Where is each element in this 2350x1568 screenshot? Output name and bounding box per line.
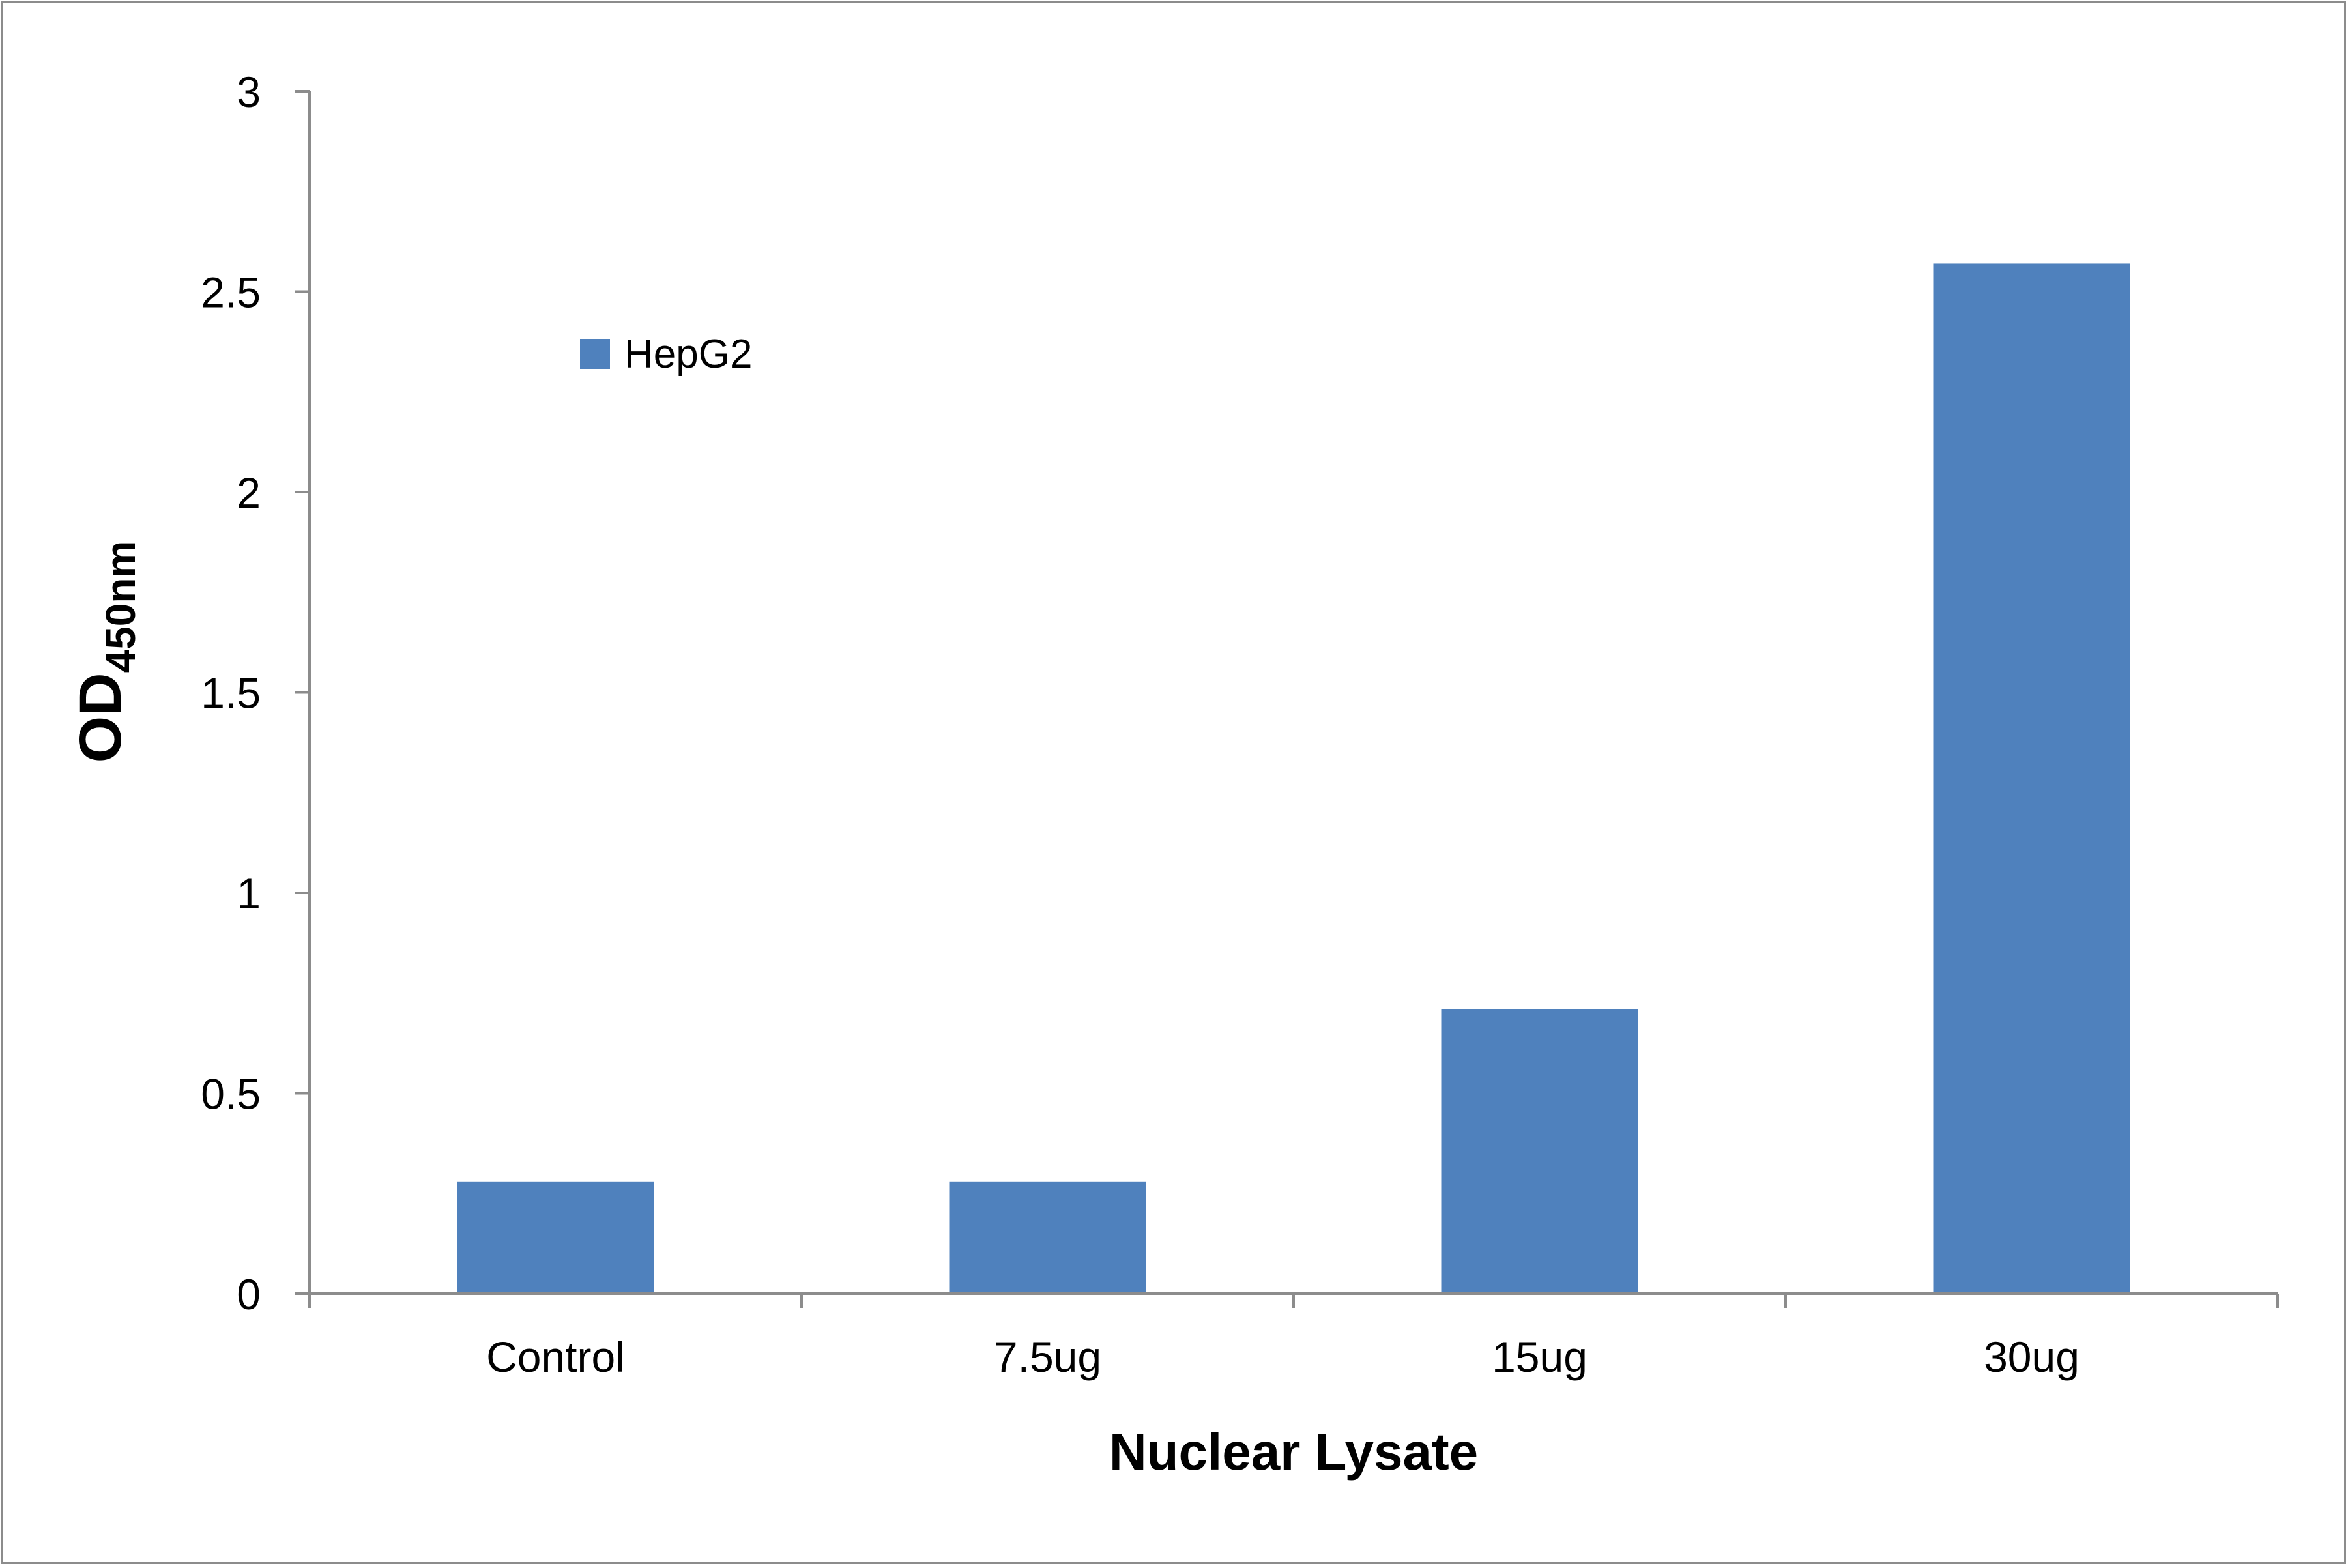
y-tick-label: 2.5 <box>201 269 261 317</box>
y-axis-title-main: OD <box>67 673 134 762</box>
x-tick-label: 7.5ug <box>994 1333 1101 1381</box>
y-tick-label: 1.5 <box>201 669 261 718</box>
legend-swatch-hepg2 <box>580 339 610 369</box>
ticks-layer: 0 0.5 1 1.5 2 2.5 3 Control 7.5ug 15ug 30ug <box>201 68 2279 1381</box>
y-tick-label: 3 <box>237 68 261 116</box>
y-tick-label: 0.5 <box>201 1070 261 1118</box>
y-tick-label: 0 <box>237 1270 261 1318</box>
legend: HepG2 <box>580 332 752 377</box>
y-tick-label: 1 <box>237 869 261 918</box>
y-axis-title: OD450nm <box>67 541 144 763</box>
bar-30ug <box>1933 263 2130 1294</box>
bar-control <box>457 1181 654 1294</box>
y-axis-title-subscript: 450nm <box>97 541 144 673</box>
bar-15ug <box>1441 1009 1638 1294</box>
x-axis-title: Nuclear Lysate <box>1109 1423 1478 1481</box>
x-tick-label: 30ug <box>1984 1333 2080 1381</box>
x-tick-label: 15ug <box>1492 1333 1588 1381</box>
y-tick-label: 2 <box>237 469 261 517</box>
x-tick-label: Control <box>486 1333 625 1381</box>
bar-7-5ug <box>949 1181 1146 1294</box>
legend-label-hepg2: HepG2 <box>624 332 752 377</box>
bars-layer <box>457 263 2130 1294</box>
